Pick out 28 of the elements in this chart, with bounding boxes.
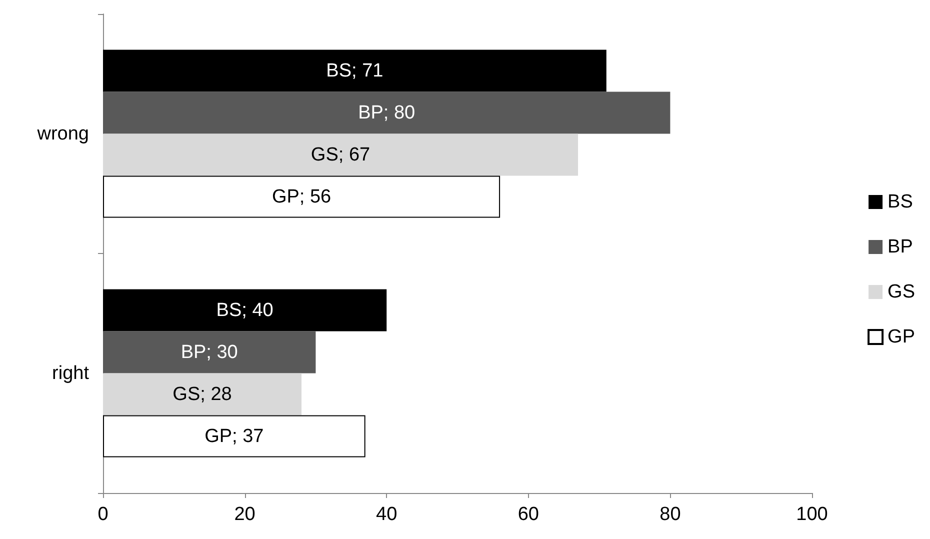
bar: [103, 331, 316, 374]
data-label: GS; 28: [172, 384, 232, 405]
data-label: GP; 37: [204, 426, 264, 447]
x-tick-label: 0: [98, 504, 108, 525]
x-tick-label: 60: [518, 504, 539, 525]
x-tick-label: 20: [234, 504, 256, 525]
x-tick-label: 80: [660, 504, 681, 525]
data-label: GP; 56: [272, 186, 332, 208]
bar: [103, 134, 578, 176]
legend-label: GS: [888, 282, 915, 302]
bar: [103, 289, 387, 332]
x-tick-label: 40: [376, 504, 398, 525]
data-label: BS; 71: [326, 60, 384, 82]
bar: [103, 373, 302, 416]
data-label: BS; 40: [216, 300, 274, 321]
y-tick-label: wrong: [36, 123, 89, 144]
bar: [103, 92, 670, 134]
legend-label: GP: [888, 326, 915, 348]
bar: [103, 50, 606, 92]
data-label: BP; 30: [180, 342, 238, 363]
y-tick-label: right: [52, 362, 90, 384]
bar: [103, 415, 366, 458]
data-label: BP; 80: [358, 102, 416, 124]
data-label: GS; 67: [310, 144, 370, 166]
bar: [103, 176, 500, 218]
legend-label: BP: [888, 236, 913, 258]
legend-label: BS: [888, 192, 913, 212]
x-tick-label: 100: [796, 504, 828, 525]
